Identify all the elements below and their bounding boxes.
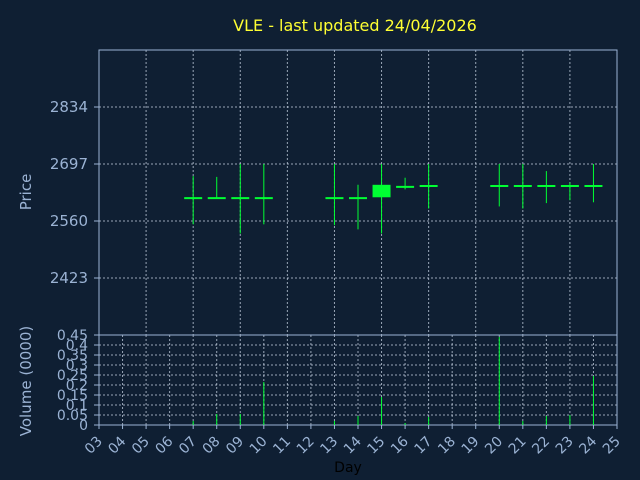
day-tick-label: 16: [388, 433, 412, 457]
price-grid: [99, 50, 617, 335]
candle: [513, 164, 532, 209]
day-tick-label: 15: [364, 434, 388, 458]
day-tick-label: 06: [153, 433, 177, 457]
day-tick-label: 04: [105, 433, 129, 457]
day-tick-label: 07: [176, 434, 200, 458]
candle: [396, 177, 415, 190]
candle: [231, 164, 250, 234]
day-tick-label: 24: [576, 433, 600, 457]
volume-axis-label: Volume (0000): [17, 326, 35, 436]
day-tick-label: 19: [459, 434, 483, 458]
candle: [490, 164, 509, 207]
day-tick-label: 03: [82, 434, 106, 458]
volume-tick-label: 0.25: [57, 368, 88, 384]
day-tick-label: 14: [341, 433, 365, 457]
volume-tick-label: 0.45: [57, 328, 88, 344]
candles: [184, 164, 603, 234]
volume-tick-label: 0.15: [57, 388, 88, 404]
volume-tick-label: 0.1: [66, 398, 88, 414]
candle: [184, 176, 203, 225]
candle: [537, 171, 556, 204]
price-tick-label: 2834: [50, 98, 88, 116]
volume-tick-label: 0.05: [57, 408, 88, 424]
day-axis-label: Day: [334, 460, 362, 476]
day-tick-label: 21: [506, 434, 530, 458]
day-tick-label: 17: [412, 434, 436, 458]
price-tick-label: 2560: [50, 212, 88, 230]
day-tick-label: 12: [294, 434, 318, 458]
candle-body: [372, 184, 391, 198]
day-axis-ticks: 03 04 05 06 07 08 09 10 11 12 13 14 15 16 17 18 19 20 21 22…: [82, 425, 624, 457]
day-tick-label: 22: [529, 434, 553, 458]
candle: [207, 176, 226, 200]
candle: [560, 182, 579, 201]
volume-axis-ticks: 00.050.10.150.20.250.30.350.40.45: [57, 328, 99, 434]
price-tick-label: 2697: [50, 155, 88, 173]
volume-tick-label: 0.2: [66, 378, 88, 394]
day-tick-label: 25: [600, 434, 624, 458]
volume-bars: [192, 337, 594, 425]
volume-tick-label: 0: [79, 418, 88, 434]
candle: [325, 164, 344, 226]
day-tick-label: 18: [435, 434, 459, 458]
price-axis-ticks: 2423 2560 2697 2834: [50, 98, 99, 287]
candle: [584, 164, 603, 203]
candle: [372, 164, 391, 234]
day-tick-label: 10: [247, 434, 271, 458]
candle: [349, 184, 367, 230]
volume-tick-label: 0.35: [57, 348, 88, 364]
price-axis-label: Price: [17, 174, 35, 211]
day-tick-label: 11: [270, 434, 294, 458]
volume-tick-label: 0.4: [66, 338, 88, 354]
day-tick-label: 23: [553, 434, 577, 458]
day-tick-label: 20: [482, 434, 506, 458]
candle: [254, 164, 273, 225]
chart-title: VLE - last updated 24/04/2026: [233, 16, 477, 35]
day-tick-label: 09: [223, 434, 247, 458]
day-tick-label: 13: [317, 434, 341, 458]
candle: [419, 164, 438, 209]
volume-grid: [99, 335, 617, 425]
day-tick-label: 08: [200, 434, 224, 458]
price-tick-label: 2423: [50, 269, 88, 287]
volume-tick-label: 0.3: [66, 358, 88, 374]
day-tick-label: 05: [129, 434, 153, 458]
